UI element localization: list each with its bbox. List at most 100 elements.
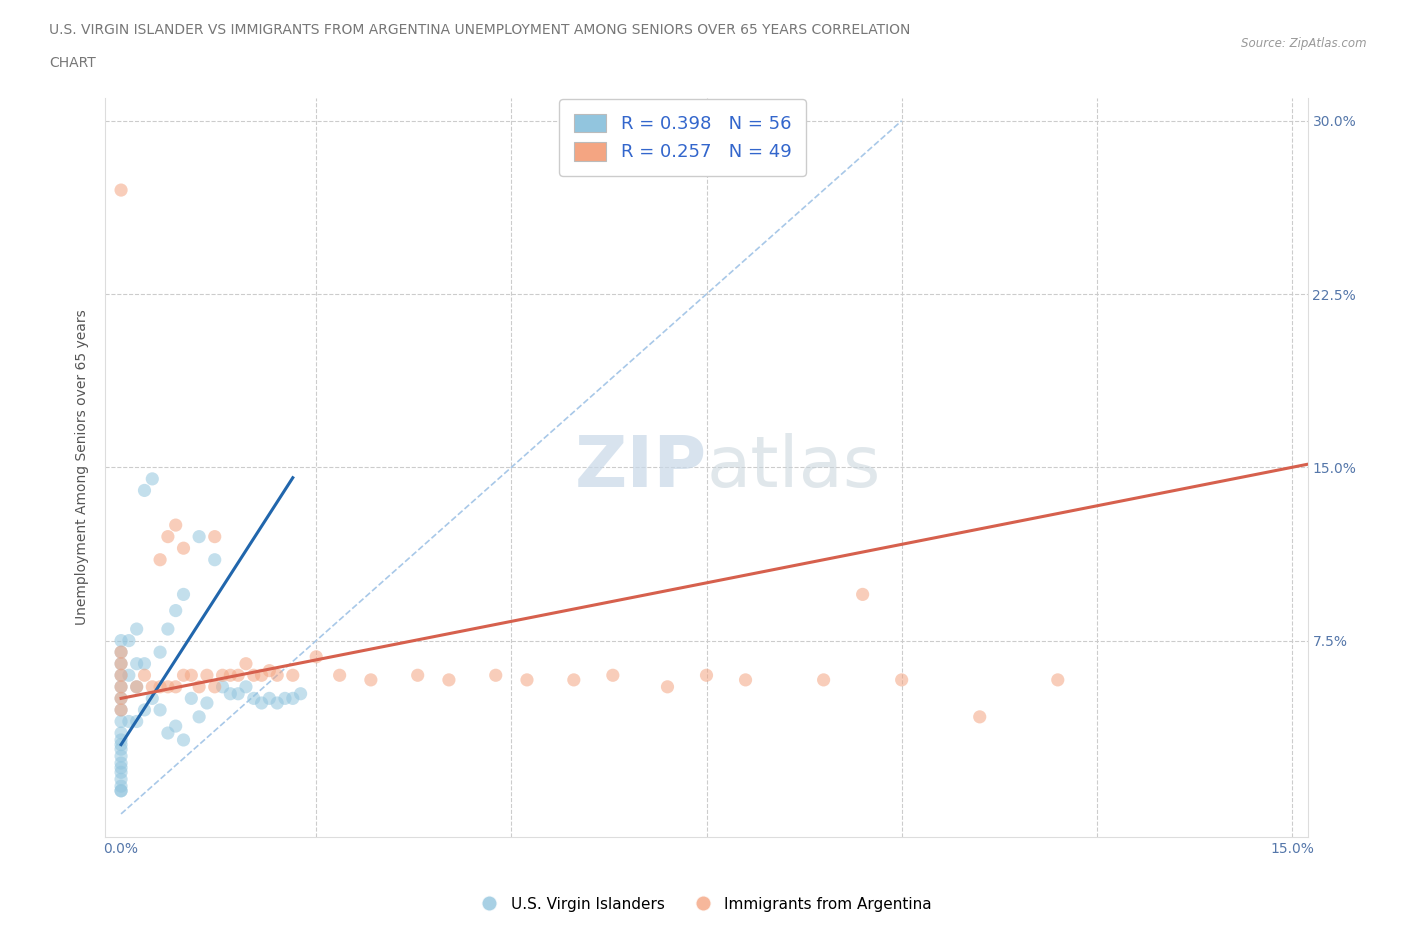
Point — [110, 760, 132, 775]
Point — [110, 668, 132, 683]
Point — [134, 483, 156, 498]
Point — [118, 668, 141, 683]
Point — [110, 778, 132, 793]
Point — [657, 680, 679, 695]
Point — [110, 742, 132, 757]
Y-axis label: Unemployment Among Seniors over 65 years: Unemployment Among Seniors over 65 years — [76, 310, 90, 625]
Point — [259, 663, 281, 678]
Point — [852, 587, 875, 602]
Point — [290, 686, 312, 701]
Point — [110, 691, 132, 706]
Point — [134, 657, 156, 671]
Point — [110, 733, 132, 748]
Point — [110, 772, 132, 787]
Point — [110, 783, 132, 798]
Point — [110, 737, 132, 752]
Point — [188, 680, 211, 695]
Point — [165, 680, 187, 695]
Point — [250, 696, 273, 711]
Point — [118, 633, 141, 648]
Point — [134, 668, 156, 683]
Point — [562, 672, 585, 687]
Point — [204, 680, 226, 695]
Point — [173, 733, 195, 748]
Point — [156, 621, 179, 636]
Point — [266, 696, 288, 711]
Point — [813, 672, 835, 687]
Point — [110, 633, 132, 648]
Point — [211, 668, 233, 683]
Point — [125, 714, 148, 729]
Point — [165, 719, 187, 734]
Point — [696, 668, 718, 683]
Text: CHART: CHART — [49, 56, 96, 70]
Point — [890, 672, 912, 687]
Point — [360, 672, 382, 687]
Point — [125, 680, 148, 695]
Point — [173, 668, 195, 683]
Point — [969, 710, 991, 724]
Point — [110, 764, 132, 779]
Point — [110, 714, 132, 729]
Point — [110, 680, 132, 695]
Point — [235, 657, 257, 671]
Point — [110, 755, 132, 770]
Point — [437, 672, 460, 687]
Point — [141, 680, 163, 695]
Point — [242, 691, 264, 706]
Point — [250, 668, 273, 683]
Point — [1046, 672, 1069, 687]
Text: Source: ZipAtlas.com: Source: ZipAtlas.com — [1241, 37, 1367, 50]
Point — [204, 552, 226, 567]
Point — [110, 749, 132, 764]
Point — [110, 668, 132, 683]
Point — [125, 657, 148, 671]
Point — [180, 668, 202, 683]
Point — [211, 680, 233, 695]
Point — [180, 691, 202, 706]
Point — [149, 680, 172, 695]
Point — [141, 472, 163, 486]
Point — [188, 529, 211, 544]
Point — [274, 691, 297, 706]
Point — [485, 668, 508, 683]
Point — [305, 649, 328, 664]
Point — [173, 587, 195, 602]
Point — [156, 529, 179, 544]
Point — [125, 680, 148, 695]
Point — [110, 657, 132, 671]
Point — [165, 518, 187, 533]
Point — [226, 686, 249, 701]
Point — [125, 621, 148, 636]
Point — [329, 668, 352, 683]
Point — [516, 672, 538, 687]
Point — [110, 657, 132, 671]
Point — [141, 691, 163, 706]
Point — [110, 783, 132, 798]
Point — [281, 691, 304, 706]
Point — [195, 668, 218, 683]
Point — [110, 702, 132, 717]
Point — [156, 725, 179, 740]
Point — [110, 680, 132, 695]
Point — [118, 714, 141, 729]
Point — [149, 644, 172, 659]
Point — [110, 644, 132, 659]
Point — [602, 668, 624, 683]
Text: U.S. VIRGIN ISLANDER VS IMMIGRANTS FROM ARGENTINA UNEMPLOYMENT AMONG SENIORS OVE: U.S. VIRGIN ISLANDER VS IMMIGRANTS FROM … — [49, 23, 911, 37]
Point — [149, 552, 172, 567]
Point — [226, 668, 249, 683]
Point — [156, 680, 179, 695]
Point — [110, 691, 132, 706]
Point — [204, 529, 226, 544]
Point — [219, 668, 242, 683]
Point — [110, 182, 132, 197]
Point — [110, 644, 132, 659]
Legend: U.S. Virgin Islanders, Immigrants from Argentina: U.S. Virgin Islanders, Immigrants from A… — [468, 891, 938, 918]
Point — [242, 668, 264, 683]
Point — [149, 702, 172, 717]
Point — [110, 725, 132, 740]
Point — [281, 668, 304, 683]
Point — [259, 691, 281, 706]
Point — [734, 672, 756, 687]
